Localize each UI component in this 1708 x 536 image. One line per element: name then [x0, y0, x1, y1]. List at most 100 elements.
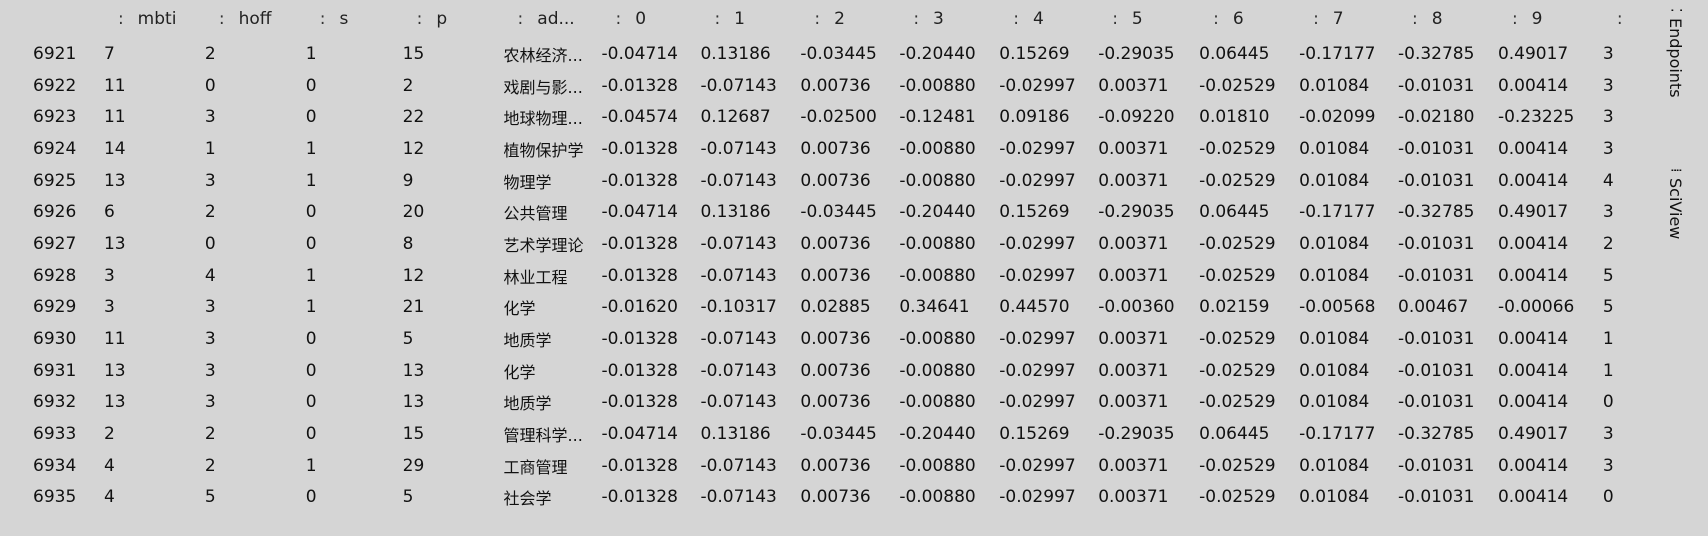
table-cell[interactable]: 8	[402, 233, 414, 254]
table-cell[interactable]: 2	[204, 455, 216, 476]
table-row[interactable]: 6926 6 2 0 20 公共管理 -0.04714 0.13186 -0.03445 -0.2…	[0, 196, 1656, 228]
table-cell[interactable]: 3	[204, 107, 216, 128]
table-cell[interactable]: -0.02099	[1299, 107, 1376, 128]
table-cell[interactable]: 0.01084	[1299, 455, 1370, 476]
column-menu-icon[interactable]: :	[1112, 9, 1118, 29]
table-cell[interactable]: -0.01031	[1398, 75, 1475, 96]
table-cell[interactable]: -0.01328	[601, 392, 678, 413]
table-cell[interactable]: 0.00414	[1497, 329, 1569, 350]
table-cell[interactable]: -0.23225	[1497, 107, 1575, 128]
table-cell[interactable]: 0.00414	[1497, 487, 1569, 508]
table-cell[interactable]: -0.07143	[700, 392, 777, 413]
table-cell[interactable]: 13	[103, 360, 126, 381]
endpoints-tab[interactable]: ⁚ Endpoints	[1666, 8, 1685, 98]
column-header-1[interactable]: : mbti	[104, 0, 205, 38]
table-cell[interactable]: 3	[204, 170, 216, 191]
row-index[interactable]: 6929	[33, 297, 77, 318]
table-cell[interactable]: -0.07143	[700, 455, 777, 476]
table-cell[interactable]: -0.03445	[800, 43, 877, 64]
table-cell[interactable]: 0.09186	[999, 107, 1070, 128]
table-cell[interactable]: 0	[204, 233, 216, 254]
table-cell[interactable]: -0.32785	[1398, 424, 1475, 445]
column-header-0[interactable]	[0, 0, 104, 38]
table-cell[interactable]: 3	[1602, 455, 1614, 476]
table-cell[interactable]: 0.01084	[1299, 75, 1370, 96]
table-cell[interactable]: 0.00736	[800, 455, 871, 476]
table-cell[interactable]: -0.04574	[601, 107, 678, 128]
table-cell[interactable]: 0.34641	[899, 297, 970, 318]
table-row[interactable]: 6927 13 0 0 8 艺术学理论 -0.01328 -0.07143 0.00736 -0.…	[0, 228, 1656, 260]
table-cell[interactable]: -0.02997	[999, 392, 1076, 413]
table-cell[interactable]: 0.00414	[1497, 138, 1569, 159]
table-cell[interactable]: 0	[305, 360, 317, 381]
table-cell[interactable]: 0.01084	[1299, 392, 1370, 413]
table-cell[interactable]: -0.02529	[1199, 487, 1276, 508]
table-row[interactable]: 6931 13 3 0 13 化学 -0.01328 -0.07143 0.00736 -0.00…	[0, 355, 1656, 387]
table-cell[interactable]: -0.02997	[999, 138, 1076, 159]
table-cell[interactable]: 1	[305, 138, 317, 159]
column-menu-icon[interactable]: :	[1616, 9, 1623, 29]
table-cell[interactable]: 4	[103, 487, 115, 508]
column-menu-icon[interactable]: :	[1313, 9, 1319, 29]
table-cell[interactable]: 0.00371	[1098, 75, 1169, 96]
column-header-11[interactable]: :5	[1098, 0, 1199, 38]
table-cell[interactable]: 0.13186	[700, 202, 771, 223]
table-cell[interactable]: -0.32785	[1398, 43, 1475, 64]
table-cell[interactable]: 1	[204, 138, 216, 159]
row-index[interactable]: 6927	[33, 233, 77, 254]
table-cell[interactable]: 1	[305, 170, 317, 191]
table-cell[interactable]: 0.00371	[1098, 170, 1169, 191]
row-index[interactable]: 6922	[33, 75, 77, 96]
table-cell[interactable]: -0.01031	[1398, 170, 1475, 191]
table-cell[interactable]: -0.02529	[1199, 233, 1276, 254]
table-cell[interactable]: 0.00414	[1497, 455, 1569, 476]
table-cell[interactable]: 1	[305, 43, 317, 64]
table-cell[interactable]: 3	[1602, 138, 1614, 159]
column-menu-icon[interactable]: :	[814, 9, 821, 29]
table-cell[interactable]: 0.49017	[1497, 43, 1569, 64]
table-cell[interactable]: 4	[103, 455, 115, 476]
table-cell[interactable]: -0.17177	[1299, 202, 1376, 223]
column-header-16[interactable]: :	[1603, 0, 1656, 38]
table-cell[interactable]: -0.02500	[800, 107, 877, 128]
table-cell[interactable]: 0.02159	[1199, 297, 1270, 318]
table-cell[interactable]: 1	[1602, 360, 1614, 381]
column-header-5[interactable]: : ad...	[504, 0, 602, 38]
table-row[interactable]: 6932 13 3 0 13 地质学 -0.01328 -0.07143 0.00736 -0.0…	[0, 387, 1656, 419]
table-cell[interactable]: -0.02529	[1199, 138, 1276, 159]
table-cell[interactable]: 0.00736	[800, 265, 871, 286]
table-cell[interactable]: 21	[402, 297, 425, 318]
table-cell[interactable]: 0.00414	[1497, 392, 1569, 413]
table-cell[interactable]: 地球物理...	[503, 109, 583, 129]
table-cell[interactable]: -0.01031	[1398, 455, 1475, 476]
column-header-9[interactable]: :3	[899, 0, 999, 38]
column-header-6[interactable]: :0	[602, 0, 701, 38]
table-cell[interactable]: 1	[1602, 329, 1614, 350]
table-cell[interactable]: -0.07143	[700, 170, 777, 191]
table-cell[interactable]: 0.01084	[1299, 170, 1370, 191]
table-cell[interactable]: 1	[305, 455, 317, 476]
table-cell[interactable]: -0.12481	[899, 107, 976, 128]
table-cell[interactable]: -0.01328	[601, 170, 678, 191]
table-cell[interactable]: 3	[1602, 75, 1614, 96]
column-menu-icon[interactable]: :	[1213, 9, 1219, 29]
column-menu-icon[interactable]: :	[1013, 9, 1019, 29]
table-cell[interactable]: -0.01328	[601, 487, 678, 508]
table-cell[interactable]: 化学	[503, 362, 536, 382]
table-cell[interactable]: 5	[402, 329, 414, 350]
table-row[interactable]: 6930 11 3 0 5 地质学 -0.01328 -0.07143 0.00736 -0.00…	[0, 323, 1656, 355]
table-cell[interactable]: 0	[305, 75, 317, 96]
table-cell[interactable]: -0.07143	[700, 233, 777, 254]
table-cell[interactable]: -0.04714	[601, 43, 678, 64]
table-cell[interactable]: 戏剧与影...	[503, 77, 583, 97]
table-cell[interactable]: -0.07143	[700, 75, 777, 96]
table-cell[interactable]: -0.10317	[700, 297, 777, 318]
column-header-4[interactable]: :p	[403, 0, 504, 38]
data-grid-viewport[interactable]: : mbti: hoff: s: p: ad...:0:1:2:3:4:5:6:7:8:9…	[0, 0, 1656, 536]
table-cell[interactable]: -0.02529	[1199, 392, 1276, 413]
table-cell[interactable]: 0.00371	[1098, 233, 1169, 254]
table-cell[interactable]: 0.00736	[800, 360, 871, 381]
table-cell[interactable]: 工商管理	[503, 457, 568, 477]
table-cell[interactable]: -0.07143	[700, 360, 777, 381]
table-cell[interactable]: 0.00371	[1098, 360, 1169, 381]
